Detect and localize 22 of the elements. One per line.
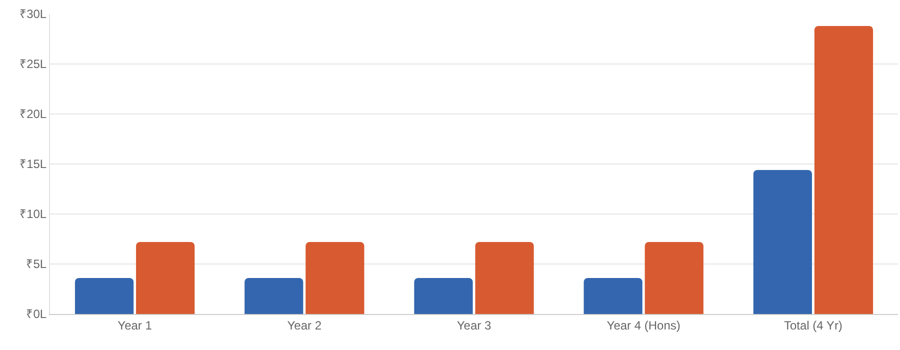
- y-tick-label: ₹15L: [20, 157, 47, 172]
- y-tick-label: ₹25L: [20, 57, 47, 72]
- bar: [475, 242, 534, 314]
- y-tick-label: ₹0L: [26, 307, 47, 322]
- y-tick-label: ₹20L: [20, 107, 47, 122]
- bar: [753, 170, 812, 314]
- x-tick-label: Year 3: [456, 318, 492, 332]
- y-tick-label: ₹5L: [26, 257, 47, 272]
- bar: [414, 278, 473, 314]
- x-tick-label: Year 2: [287, 318, 322, 332]
- x-tick-label: Year 1: [118, 318, 152, 332]
- bar: [584, 278, 642, 314]
- bar: [814, 26, 874, 314]
- bar: [244, 278, 304, 314]
- bar: [74, 278, 134, 314]
- bar: [644, 242, 704, 314]
- x-tick-label: Total (4 Yr): [784, 318, 842, 332]
- x-tick-label: Year 4 (Hons): [606, 318, 680, 332]
- bar: [136, 242, 195, 314]
- bar: [306, 242, 364, 314]
- y-tick-label: ₹10L: [20, 207, 47, 222]
- y-tick-label: ₹30L: [20, 7, 47, 22]
